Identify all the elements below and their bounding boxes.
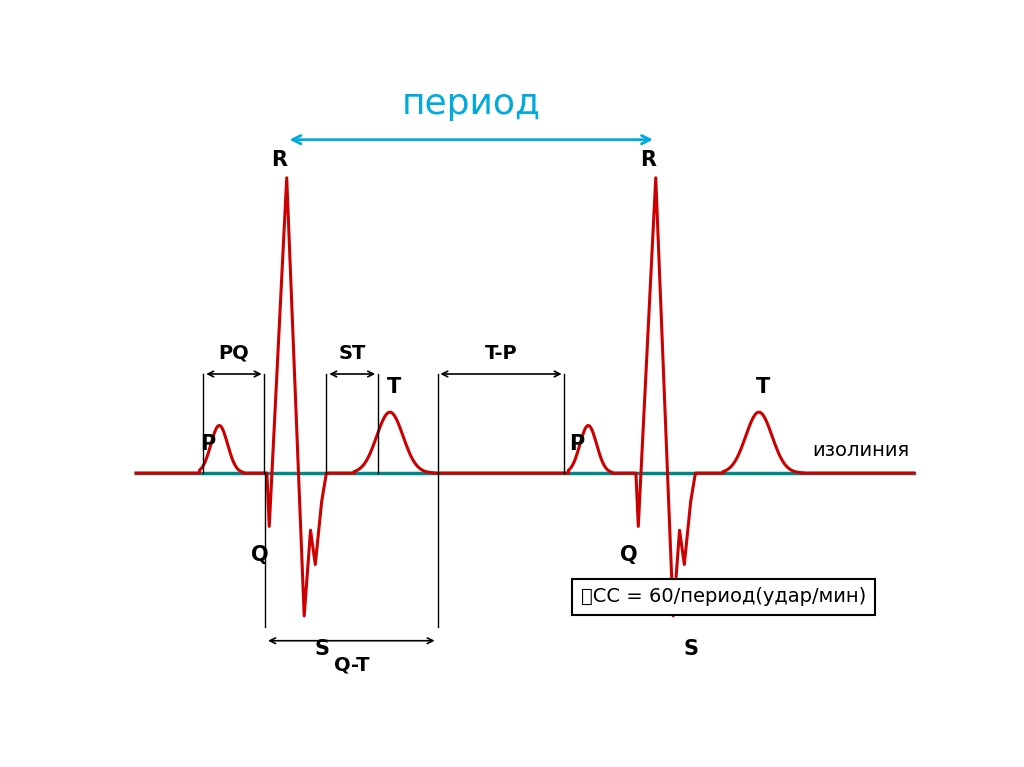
Text: T-P: T-P — [484, 344, 517, 363]
Text: S: S — [314, 639, 329, 659]
Text: период: период — [401, 87, 541, 120]
Text: Q: Q — [251, 545, 268, 565]
Text: 䉼СС = 60/период(удар/мин): 䉼СС = 60/период(удар/мин) — [581, 588, 866, 607]
Text: PQ: PQ — [218, 344, 249, 363]
Text: Q: Q — [620, 545, 638, 565]
Text: Q-T: Q-T — [334, 656, 369, 675]
Text: R: R — [270, 150, 287, 170]
Text: P: P — [568, 434, 584, 454]
Text: P: P — [200, 434, 215, 454]
Text: S: S — [683, 639, 698, 659]
Text: изолиния: изолиния — [813, 441, 909, 459]
Text: ST: ST — [339, 344, 366, 363]
Text: R: R — [640, 150, 655, 170]
Text: T: T — [756, 377, 770, 397]
Text: T: T — [387, 377, 401, 397]
